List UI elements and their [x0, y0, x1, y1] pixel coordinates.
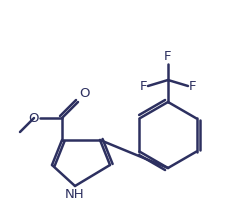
- Text: F: F: [164, 50, 171, 63]
- Text: NH: NH: [65, 188, 85, 201]
- Text: O: O: [79, 87, 89, 100]
- Text: O: O: [28, 112, 39, 125]
- Text: F: F: [139, 80, 146, 93]
- Text: F: F: [188, 80, 196, 93]
